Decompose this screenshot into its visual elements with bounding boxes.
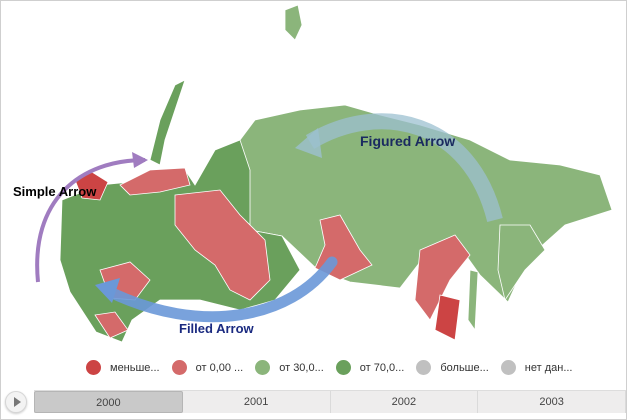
region-amur-red [434, 294, 461, 341]
legend-swatch [416, 360, 432, 375]
legend-item[interactable]: от 0,00 ... [171, 360, 244, 375]
timeline-year-2003[interactable]: 2003 [478, 391, 626, 413]
legend-label: от 0,00 ... [195, 361, 244, 374]
legend-label: нет дан... [524, 361, 573, 374]
legend-item[interactable]: от 30,0... [255, 360, 324, 375]
filled-arrow-head [95, 278, 120, 303]
legend-swatch [86, 360, 101, 375]
legend-swatch [255, 360, 271, 375]
region-east-red [414, 234, 471, 321]
simple-arrow-label: Simple Arrow [13, 184, 97, 199]
legend-swatch [500, 360, 516, 375]
russia-map[interactable] [0, 0, 627, 360]
legend-label: от 30,0... [279, 361, 324, 374]
region-central-red [174, 189, 271, 301]
legend-item[interactable]: нет дан... [500, 360, 573, 375]
legend-label: от 70,0... [359, 361, 405, 374]
region-sakhalin [467, 269, 479, 332]
legend-swatch [171, 360, 187, 375]
region-north-red [119, 167, 191, 196]
filled-arrow [104, 256, 338, 323]
figured-arrow-label: Figured Arrow [360, 133, 456, 149]
timeline-year-2000[interactable]: 2000 [34, 391, 183, 413]
legend-item[interactable]: меньше... [86, 360, 160, 375]
timeline-year-2002[interactable]: 2002 [331, 391, 479, 413]
timeline[interactable]: 2000 2001 2002 2003 [34, 390, 626, 413]
filled-arrow-label: Filled Arrow [179, 321, 254, 336]
region-arctic-island [284, 4, 303, 41]
region-kamchatka [497, 224, 546, 301]
legend-label: больше... [440, 361, 489, 374]
legend: меньше... от 0,00 ... от 30,0... от 70,0… [86, 360, 584, 375]
region-novaya-zemlya [149, 79, 186, 166]
legend-label: меньше... [110, 361, 160, 374]
timeline-year-2001[interactable]: 2001 [183, 391, 331, 413]
play-icon[interactable] [5, 391, 27, 413]
legend-item[interactable]: от 70,0... [335, 360, 405, 375]
figured-arrow [305, 113, 503, 223]
simple-arrow-head [132, 152, 148, 168]
legend-item[interactable]: больше... [416, 360, 489, 375]
simple-arrow [35, 158, 146, 283]
region-caucasus-red [94, 311, 129, 339]
figured-arrow-head [295, 128, 322, 158]
legend-swatch [335, 360, 351, 375]
